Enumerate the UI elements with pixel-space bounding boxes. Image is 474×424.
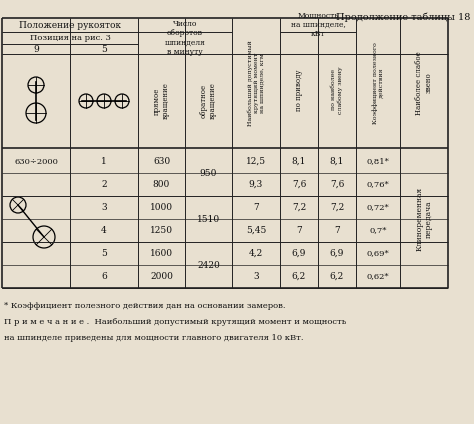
Text: 1250: 1250 — [150, 226, 173, 235]
Text: по наиболее
слабому звену: по наиболее слабому звену — [331, 66, 343, 114]
Text: Положение рукояток: Положение рукояток — [19, 20, 121, 30]
Text: Клиноременная
передача: Клиноременная передача — [415, 187, 433, 251]
Text: 1510: 1510 — [197, 215, 220, 223]
Text: 8,1: 8,1 — [292, 157, 306, 166]
Text: 2: 2 — [101, 180, 107, 189]
Text: на шпинделе приведены для мощности главного двигателя 10 кВт.: на шпинделе приведены для мощности главн… — [4, 334, 303, 342]
Text: 0,62*: 0,62* — [367, 273, 389, 281]
Text: 7,6: 7,6 — [292, 180, 306, 189]
Text: 0,7*: 0,7* — [369, 226, 387, 234]
Text: 9: 9 — [33, 45, 39, 53]
Text: 0,76*: 0,76* — [366, 181, 389, 189]
Text: 6,9: 6,9 — [292, 249, 306, 258]
Text: 7,2: 7,2 — [292, 203, 306, 212]
Text: 630÷2000: 630÷2000 — [14, 158, 58, 166]
Text: 5: 5 — [101, 45, 107, 53]
Text: 7,6: 7,6 — [330, 180, 344, 189]
Text: 1600: 1600 — [150, 249, 173, 258]
Text: 1: 1 — [101, 157, 107, 166]
Text: 0,72*: 0,72* — [366, 204, 389, 212]
Text: 6,9: 6,9 — [330, 249, 344, 258]
Text: 6,2: 6,2 — [292, 272, 306, 281]
Text: 4,2: 4,2 — [249, 249, 263, 258]
Text: 630: 630 — [153, 157, 170, 166]
Text: 9,3: 9,3 — [249, 180, 263, 189]
Text: 7: 7 — [334, 226, 340, 235]
Text: по приводу: по приводу — [295, 69, 303, 111]
Text: 1000: 1000 — [150, 203, 173, 212]
Text: 8,1: 8,1 — [330, 157, 344, 166]
Text: 5,45: 5,45 — [246, 226, 266, 235]
Text: 3: 3 — [101, 203, 107, 212]
Text: 2000: 2000 — [150, 272, 173, 281]
Text: * Коэффициент полезного действия дан на основании замеров.: * Коэффициент полезного действия дан на … — [4, 302, 285, 310]
Text: 7,2: 7,2 — [330, 203, 344, 212]
Text: Число
оборотов
шпинделя
в минуту: Число оборотов шпинделя в минуту — [164, 20, 205, 56]
Text: 0,69*: 0,69* — [366, 249, 389, 257]
Text: 2420: 2420 — [197, 260, 220, 270]
Text: прямое
вращение: прямое вращение — [153, 83, 170, 120]
Text: 5: 5 — [101, 249, 107, 258]
Text: 950: 950 — [200, 168, 217, 178]
Text: 7: 7 — [296, 226, 302, 235]
Text: П р и м е ч а н и е .  Наибольший допустимый крутящий момент и мощность: П р и м е ч а н и е . Наибольший допусти… — [4, 318, 346, 326]
Text: 4: 4 — [101, 226, 107, 235]
Text: Мощность
на шпинделе,
кВт: Мощность на шпинделе, кВт — [291, 12, 346, 38]
Text: 7: 7 — [253, 203, 259, 212]
Text: Позиция на рис. 3: Позиция на рис. 3 — [29, 34, 110, 42]
Text: Наибольший допустимый
крутящий момент
на шпинделе, кгм: Наибольший допустимый крутящий момент на… — [247, 40, 264, 126]
Text: 800: 800 — [153, 180, 170, 189]
Text: 0,81*: 0,81* — [366, 157, 390, 165]
Text: 12,5: 12,5 — [246, 157, 266, 166]
Text: обратное
вращение: обратное вращение — [200, 83, 217, 120]
Text: 6,2: 6,2 — [330, 272, 344, 281]
Text: Наиболее слабое
звено: Наиболее слабое звено — [415, 51, 433, 115]
Text: 6: 6 — [101, 272, 107, 281]
Text: Коэффициент полезного
действия: Коэффициент полезного действия — [372, 42, 384, 124]
Text: Продолжение таблицы 18: Продолжение таблицы 18 — [336, 12, 470, 22]
Text: 3: 3 — [253, 272, 259, 281]
